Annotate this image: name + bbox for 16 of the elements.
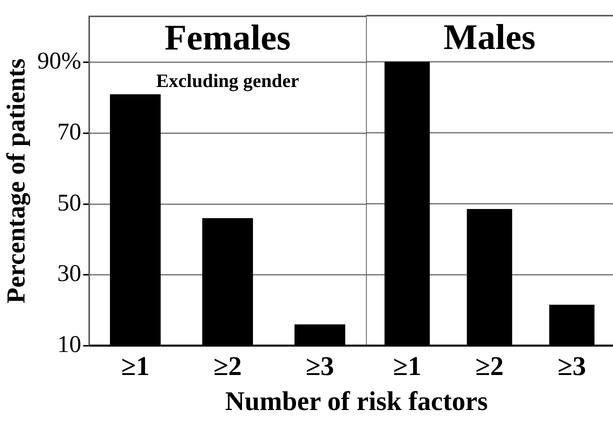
x-tick-label: ≥1 bbox=[121, 350, 150, 381]
y-tick-label: 30 bbox=[57, 261, 82, 288]
x-tick-label: ≥1 bbox=[393, 350, 422, 381]
annotation: Excluding gender bbox=[156, 70, 300, 92]
x-axis-title: Number of risk factors bbox=[224, 386, 489, 417]
x-tick-label: ≥2 bbox=[213, 350, 242, 381]
y-tick-label: 90% bbox=[37, 48, 82, 75]
y-tick-label: 50 bbox=[57, 190, 82, 216]
x-tick-label: ≥3 bbox=[306, 350, 334, 381]
x-tick-label: ≥2 bbox=[475, 350, 504, 381]
y-tick-label: 10 bbox=[57, 332, 82, 358]
chart-title: Males bbox=[444, 16, 536, 57]
y-axis-title: Percentage of patients bbox=[1, 58, 30, 304]
x-tick-label: ≥3 bbox=[558, 350, 586, 381]
y-tick-label: 70 bbox=[57, 120, 82, 146]
chart-title: Females bbox=[164, 18, 291, 58]
